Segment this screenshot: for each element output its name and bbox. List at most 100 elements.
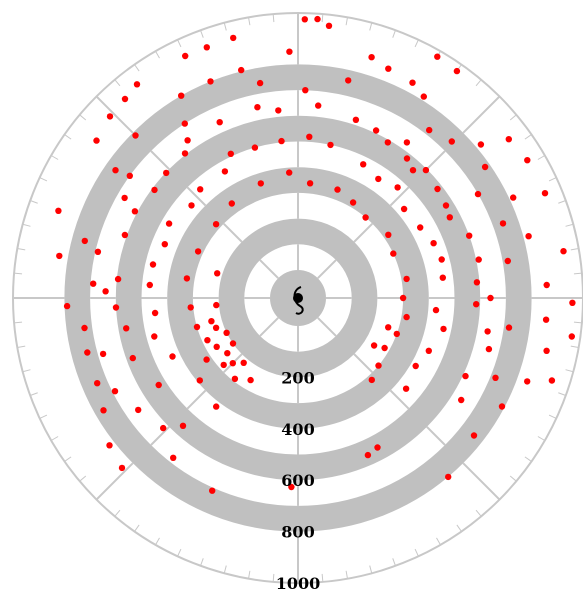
data-point bbox=[399, 294, 407, 302]
data-point bbox=[426, 126, 433, 134]
data-point bbox=[183, 275, 191, 282]
data-point bbox=[55, 207, 62, 214]
angular-tick bbox=[177, 548, 182, 557]
data-point bbox=[485, 345, 493, 353]
data-point bbox=[257, 180, 264, 187]
angular-tick bbox=[392, 30, 396, 38]
data-point bbox=[181, 150, 189, 157]
angular-tick bbox=[17, 345, 26, 348]
data-point bbox=[99, 350, 107, 358]
angular-tick bbox=[392, 558, 396, 566]
data-point bbox=[194, 248, 202, 255]
angular-tick bbox=[50, 155, 59, 160]
data-point bbox=[548, 377, 556, 384]
radial-band-4 bbox=[64, 64, 532, 532]
data-point bbox=[434, 53, 441, 60]
data-point bbox=[409, 167, 417, 174]
data-point bbox=[543, 281, 550, 289]
data-point bbox=[114, 275, 122, 283]
data-point bbox=[163, 169, 170, 177]
angular-tick bbox=[558, 392, 566, 396]
data-point bbox=[94, 380, 101, 387]
data-point bbox=[146, 281, 153, 289]
data-point bbox=[400, 205, 408, 213]
data-point bbox=[81, 324, 88, 332]
angular-tick bbox=[509, 114, 517, 121]
data-point bbox=[123, 325, 130, 332]
data-point bbox=[525, 233, 532, 240]
angular-tick bbox=[509, 475, 517, 482]
data-point bbox=[569, 299, 576, 306]
data-point bbox=[368, 54, 375, 61]
data-point bbox=[453, 67, 461, 75]
angular-tick bbox=[570, 248, 579, 251]
data-point bbox=[169, 353, 176, 360]
angular-tick bbox=[64, 134, 72, 140]
spoke-135 bbox=[186, 186, 207, 207]
angular-tick bbox=[570, 345, 579, 348]
data-point bbox=[360, 161, 367, 168]
angular-tick bbox=[558, 200, 566, 204]
angular-tick bbox=[14, 321, 23, 324]
data-point bbox=[560, 248, 567, 255]
data-point bbox=[81, 237, 89, 245]
data-point bbox=[228, 200, 235, 207]
angular-tick bbox=[537, 436, 546, 441]
data-point bbox=[370, 342, 378, 349]
data-point bbox=[181, 120, 188, 127]
angular-tick bbox=[345, 570, 348, 579]
data-point bbox=[498, 403, 506, 410]
data-point bbox=[224, 350, 231, 357]
data-point bbox=[133, 81, 141, 88]
data-point bbox=[314, 15, 321, 23]
data-point bbox=[492, 374, 499, 381]
angular-gridlines bbox=[13, 13, 583, 583]
data-point bbox=[90, 280, 97, 287]
data-point bbox=[524, 157, 531, 164]
angular-tick bbox=[456, 524, 462, 532]
data-point bbox=[193, 323, 201, 331]
angular-tick bbox=[17, 248, 26, 251]
data-point bbox=[542, 316, 550, 323]
angular-tick bbox=[369, 22, 373, 31]
angular-tick bbox=[79, 475, 87, 482]
center-marker bbox=[270, 270, 326, 326]
data-point bbox=[208, 318, 215, 325]
angular-tick bbox=[573, 272, 582, 275]
data-point bbox=[352, 116, 360, 124]
data-point bbox=[524, 378, 531, 385]
angular-tick bbox=[200, 30, 204, 38]
data-point bbox=[214, 270, 221, 277]
data-point bbox=[473, 279, 481, 286]
angular-tick bbox=[565, 369, 574, 373]
data-point bbox=[216, 119, 223, 126]
angular-tick bbox=[548, 414, 557, 419]
data-point bbox=[212, 221, 220, 228]
angular-tick bbox=[565, 223, 574, 227]
angular-tick bbox=[114, 79, 121, 87]
data-point bbox=[256, 79, 264, 87]
data-point bbox=[179, 422, 187, 429]
spoke-135 bbox=[150, 150, 170, 170]
data-point bbox=[334, 186, 341, 193]
spoke-315 bbox=[317, 317, 337, 337]
data-point bbox=[160, 424, 167, 432]
data-point bbox=[188, 202, 195, 209]
angular-tick bbox=[177, 39, 182, 48]
data-point bbox=[505, 324, 513, 331]
spoke-135 bbox=[95, 95, 134, 134]
spoke-315 bbox=[389, 389, 410, 410]
spoke-45 bbox=[462, 95, 501, 134]
data-point bbox=[126, 172, 133, 179]
data-point bbox=[151, 309, 159, 317]
data-point bbox=[247, 376, 254, 384]
data-point bbox=[63, 302, 71, 310]
data-point bbox=[102, 288, 109, 295]
data-point bbox=[286, 48, 293, 55]
angular-tick bbox=[524, 134, 532, 140]
radial-bands bbox=[64, 64, 532, 532]
angular-tick bbox=[548, 177, 557, 182]
angular-tick bbox=[64, 456, 72, 462]
data-point bbox=[345, 77, 352, 84]
data-point bbox=[420, 93, 427, 100]
